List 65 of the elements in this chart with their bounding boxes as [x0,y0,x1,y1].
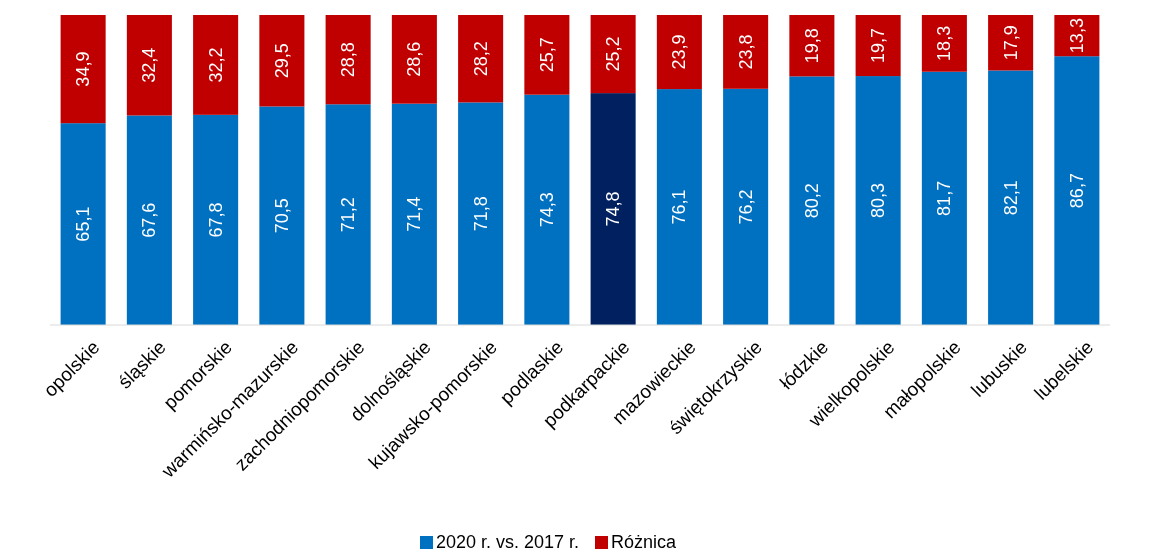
bar [193,114,239,325]
data-label: 71,2 [338,197,359,233]
bar [988,15,1034,71]
data-label: 17,9 [1000,25,1021,61]
bar [590,93,636,325]
data-label: 76,2 [735,189,756,225]
bar [789,15,835,77]
bar [656,15,702,90]
data-label: 25,7 [536,37,557,73]
data-label: 65,1 [73,206,94,242]
bar [988,70,1034,325]
data-label: 74,3 [536,192,557,228]
data-label: 13,3 [1066,18,1087,54]
bar [590,15,636,94]
data-label: 18,3 [934,25,955,61]
data-label: 29,5 [271,43,292,79]
bar [126,115,172,325]
data-label: 28,2 [470,41,491,77]
legend-label: 2020 r. vs. 2017 r. [436,532,580,552]
bar [325,15,371,105]
data-label: 67,8 [205,202,226,238]
data-label: 70,5 [271,198,292,234]
data-label: 23,8 [735,34,756,70]
data-label: 74,8 [603,191,624,227]
data-label: 80,3 [868,183,889,219]
bar [458,102,504,325]
bar [259,106,305,325]
data-label: 19,8 [801,28,822,64]
bar [126,15,172,116]
bar [60,123,106,325]
bar [391,15,437,104]
data-label: 86,7 [1066,173,1087,209]
bar [723,88,769,325]
data-label: 25,2 [603,36,624,72]
data-label: 76,1 [669,189,690,225]
data-label: 28,8 [338,42,359,78]
bar [789,76,835,325]
bar [60,15,106,124]
bar [855,76,901,325]
bar [921,71,967,325]
data-label: 23,9 [669,34,690,70]
legend-label: Różnica [611,532,678,552]
data-label: 82,1 [1000,180,1021,216]
bar [458,15,504,103]
bar [1054,56,1100,325]
data-label: 28,6 [404,41,425,77]
bar [193,15,239,115]
bar [921,15,967,72]
data-label: 71,4 [404,196,425,232]
data-label: 67,6 [139,202,160,238]
bar [855,15,901,77]
data-label: 32,4 [139,47,160,83]
data-label: 81,7 [934,180,955,216]
bar [723,15,769,89]
data-label: 19,7 [868,28,889,64]
bar [656,89,702,325]
bar [524,15,570,95]
bar [524,94,570,325]
data-label: 32,2 [205,47,226,83]
bar [391,103,437,325]
data-label: 34,9 [73,51,94,87]
bar [259,15,305,107]
data-label: 80,2 [801,183,822,219]
bar [325,104,371,325]
data-label: 71,8 [470,196,491,232]
